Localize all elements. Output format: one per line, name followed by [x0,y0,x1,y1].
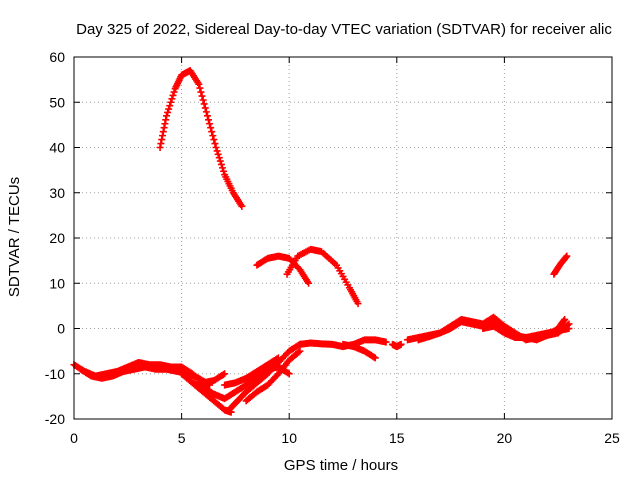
data-point [159,132,167,140]
data-point [212,144,220,151]
series-mid-drop [339,340,379,362]
data-point [160,124,168,132]
data-point [305,279,313,287]
data-point [274,354,282,362]
x-tick-label: 15 [389,430,405,446]
y-tick-label: 10 [49,275,65,291]
series-arc-mid-b [283,245,362,308]
data-point [284,369,292,377]
x-tick-label: 5 [178,430,186,446]
data-point [165,105,173,113]
y-tick-label: 40 [49,140,65,156]
y-tick-label: 60 [49,49,65,65]
data-point [217,160,225,168]
data-point [218,164,226,172]
data-point [205,116,212,124]
data-point [215,154,223,162]
data-point [238,202,246,210]
data-point [371,354,379,362]
y-tick-label: 0 [57,321,65,337]
data-point [560,317,568,325]
data-point [207,124,215,132]
series-rise-a [225,340,304,414]
tick-labels: 0 5 10 15 20 25 -20 -10 0 10 20 30 40 50 60 [45,49,620,446]
y-tick-label: -20 [45,411,65,427]
data-point [382,338,390,346]
data-point [354,300,362,308]
data-point [157,140,165,148]
data-point [210,136,218,144]
series-step [388,340,405,351]
data-point [198,92,206,100]
data-point [159,128,167,136]
data-point [273,355,281,363]
data-point [167,98,175,106]
plot-frame [73,56,613,420]
data-point [219,371,227,379]
data-point [213,147,221,155]
x-axis-label: GPS time / hours [284,457,398,474]
data-point [166,102,174,110]
data-point [206,381,214,389]
data-point [199,96,207,104]
data-point [162,116,170,124]
data-point [561,315,569,323]
data-point [202,108,210,116]
data-point [156,144,164,151]
y-tick-label: -10 [45,366,65,382]
series-arc-mid-a [253,252,313,287]
data-point [168,95,176,103]
data-point [370,353,378,361]
data-point [221,370,229,378]
data-point [164,108,172,116]
data-point [208,128,216,136]
series-rise-b [242,347,304,405]
x-tick-label: 25 [604,430,620,446]
data-point [565,320,573,328]
series-rise-c [221,354,282,389]
x-tick-label: 20 [497,430,513,446]
data-point [295,348,303,356]
data-point [285,370,293,378]
data-point [563,252,571,260]
chart-title: Day 325 of 2022, Sidereal Day-to-day VTE… [76,21,612,38]
data-point [203,112,211,120]
x-tick-label: 10 [281,430,297,446]
series-late-c [479,320,573,344]
data-point [214,150,222,158]
data-point [163,112,171,120]
data-point [220,167,228,175]
data-point [209,132,217,140]
series-dip-a [178,370,235,416]
y-tick-label: 50 [49,94,65,110]
data-point [564,321,572,329]
data-point [169,91,177,99]
data-point [161,120,169,128]
y-tick-label: 20 [49,230,65,246]
data-point [197,88,205,96]
data-point [195,80,203,88]
data-point [211,140,219,148]
data-point [216,157,224,165]
data-point [204,380,212,388]
data-point [158,136,166,144]
data-point [397,340,405,348]
data-point [200,100,208,108]
data-point [170,88,178,96]
data-point [206,120,214,128]
grid-lines [74,57,612,419]
y-tick-label: 30 [49,185,65,201]
series-arc-late [550,252,571,278]
data-point [196,84,204,92]
series-arc-peak [156,67,246,210]
y-axis-label: SDTVAR / TECUs [6,177,23,297]
data-series [70,67,573,416]
data-point [201,104,209,112]
data-point [296,347,304,355]
data-point [562,253,570,261]
x-tick-label: 0 [70,430,78,446]
